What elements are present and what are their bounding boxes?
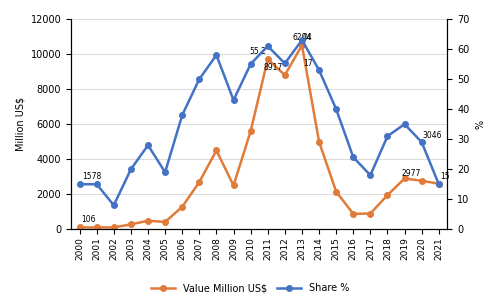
Text: 2977: 2977 [402,169,421,178]
Value Million US$ [368,212,374,215]
Share % [196,77,202,81]
Share % [230,98,236,102]
Value Million US$ [299,43,305,47]
Share % [384,134,390,138]
Value Million US$ [350,212,356,216]
Value Million US$ [402,177,407,180]
Share % [111,204,117,207]
Text: 3046: 3046 [422,130,442,140]
Text: 17: 17 [303,59,312,68]
Value Million US$ [179,205,185,209]
Share % [299,38,305,42]
Share % [145,143,151,147]
Value Million US$ [384,193,390,197]
Share % [282,62,288,65]
Text: 106: 106 [82,215,96,224]
Share % [402,122,407,126]
Share % [418,140,424,144]
Value Million US$ [162,220,168,224]
Share % [94,182,100,186]
Value Million US$ [282,73,288,77]
Share % [162,170,168,174]
Text: 55.2: 55.2 [249,47,266,56]
Value Million US$ [333,190,339,194]
Share % [436,182,442,186]
Share % [264,44,270,48]
Value Million US$ [76,226,82,229]
Value Million US$ [436,182,442,185]
Share % [214,53,220,57]
Value Million US$ [145,219,151,223]
Share % [368,173,374,177]
Share % [248,62,254,66]
Y-axis label: %: % [475,120,485,129]
Value Million US$ [128,223,134,226]
Value Million US$ [111,226,117,229]
Line: Share %: Share % [77,37,442,208]
Share % [76,182,82,186]
Value Million US$ [418,179,424,183]
Legend: Value Million US$, Share %: Value Million US$, Share % [147,279,353,297]
Text: 6204: 6204 [292,33,312,42]
Share % [179,113,185,117]
Text: 1578: 1578 [82,172,102,181]
Text: 04: 04 [303,33,312,42]
Share % [350,156,356,159]
Value Million US$ [214,149,220,152]
Value Million US$ [316,140,322,143]
Share % [333,107,339,111]
Line: Value Million US$: Value Million US$ [77,43,442,230]
Share % [316,68,322,72]
Value Million US$ [230,184,236,187]
Y-axis label: Million US$: Million US$ [15,97,25,151]
Value Million US$ [264,57,270,61]
Value Million US$ [196,180,202,184]
Text: 15: 15 [440,172,450,181]
Share % [128,167,134,171]
Value Million US$ [248,129,254,133]
Value Million US$ [94,226,100,229]
Text: 8917: 8917 [264,63,283,72]
